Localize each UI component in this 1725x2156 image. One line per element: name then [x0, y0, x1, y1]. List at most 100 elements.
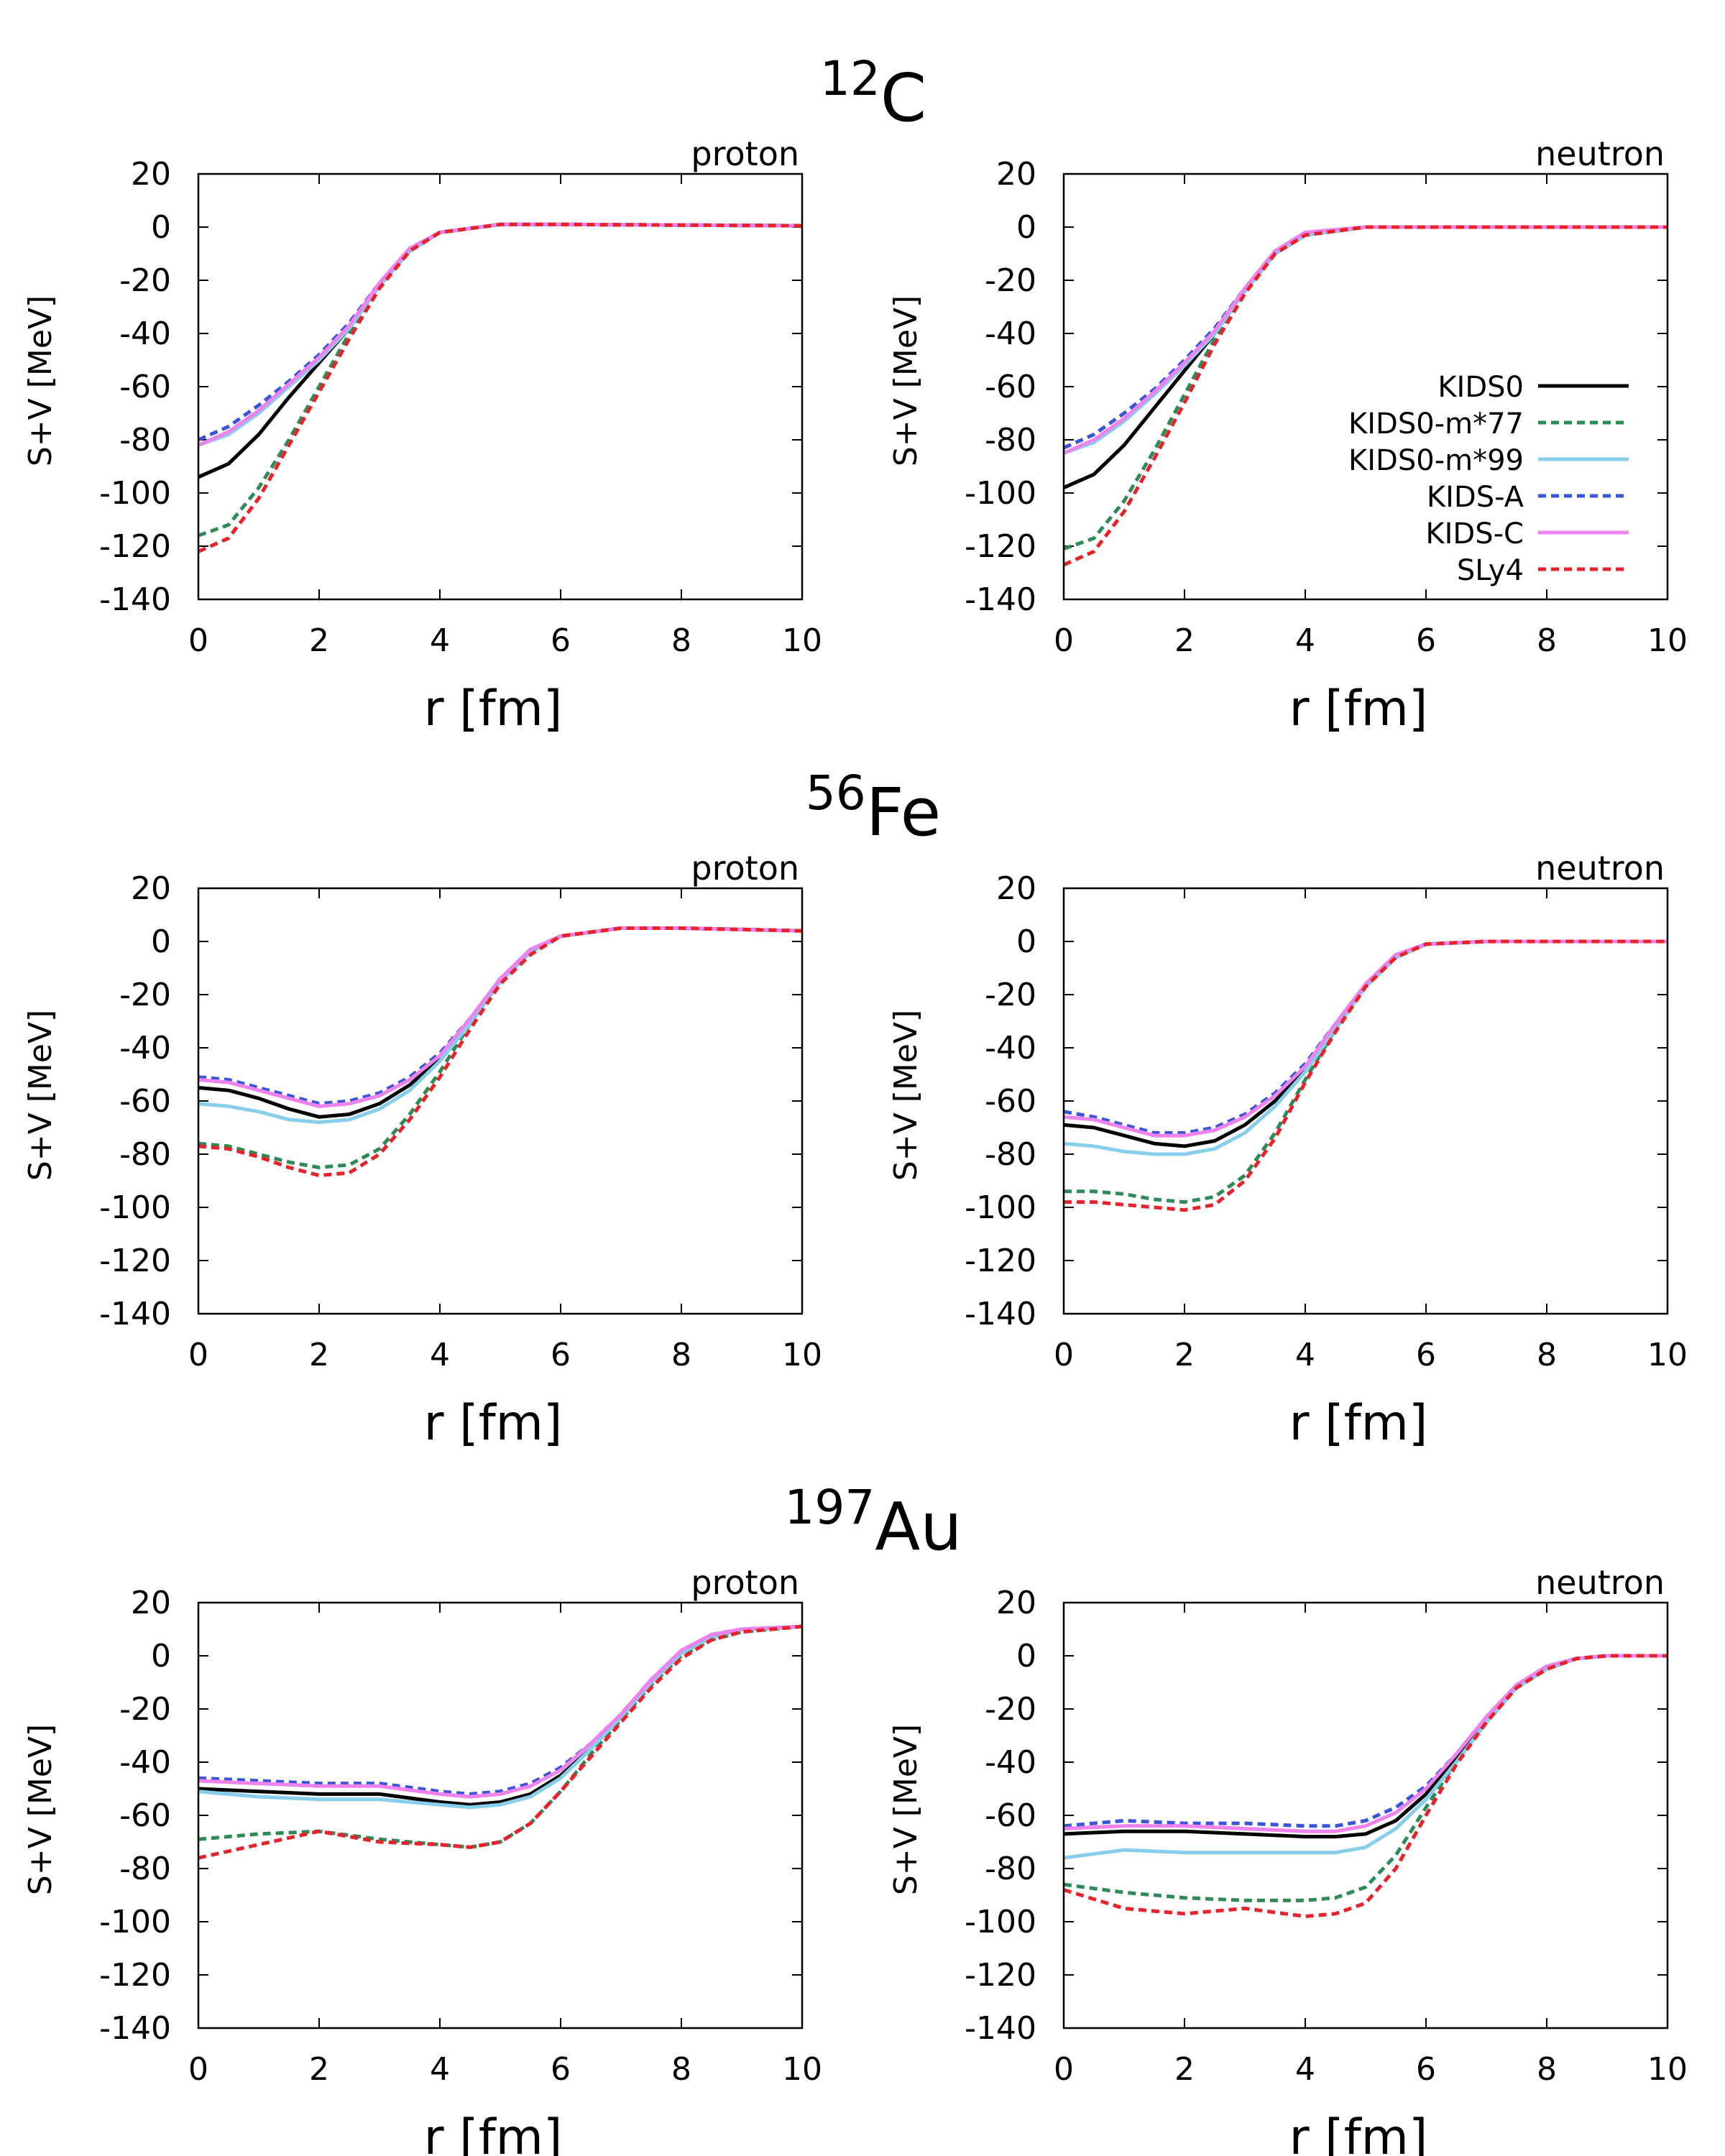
y-tick-label: -120: [965, 1243, 1036, 1279]
series-line-sly4: [1064, 939, 1668, 1212]
x-tick-label: 6: [1416, 2051, 1436, 2088]
series-line-kids-c: [198, 1624, 803, 1799]
y-tick-label: -100: [99, 1189, 171, 1226]
panel-56fe-proton: 20 0 -20 -40 -60 -80 -100 -120 -140 0 2 4 6 8 10 proton…: [22, 849, 822, 1452]
series-line-kids-c: [1063, 939, 1668, 1138]
x-axis-label: r [fm]: [1289, 1395, 1428, 1452]
y-tick-label: -20: [985, 977, 1036, 1013]
x-tick-label: 6: [551, 2051, 571, 2088]
y-tick-label: -140: [965, 2010, 1036, 2047]
legend-label: KIDS0-m*99: [1348, 444, 1524, 477]
panel-title: proton: [691, 849, 799, 888]
x-tick-label: 0: [188, 2051, 208, 2088]
y-tick-label: -140: [99, 1296, 171, 1332]
y-tick-label: -40: [119, 1030, 171, 1067]
series-line-kids-c: [1063, 1654, 1668, 1833]
x-tick-label: 4: [430, 622, 450, 659]
panel-197au-proton: 20 0 -20 -40 -60 -80 -100 -120 -140 0 2 4 6 8 10 proton…: [22, 1563, 822, 2156]
y-tick-label: -140: [965, 581, 1036, 618]
series-line-kids-a: [197, 222, 803, 442]
y-tick-label: -20: [119, 262, 171, 299]
plot-frame: [197, 887, 804, 1315]
y-tick-label: 20: [131, 1585, 171, 1621]
x-tick-label: 6: [1416, 622, 1436, 659]
y-tick-label: 0: [1016, 209, 1036, 246]
y-tick-label: 0: [151, 1638, 171, 1674]
series-line-kids0-m-99: [198, 926, 803, 1125]
panel-12c-proton: 20 0 -20 -40 -60 -80 -100 -120 -140 0 2 4 6 8 10 proton…: [22, 134, 822, 737]
series-line-kids0-m-99: [198, 1624, 803, 1810]
series-line-kids0: [1063, 1654, 1668, 1839]
series-line-kids-c: [198, 926, 803, 1108]
x-axis-label: r [fm]: [1289, 681, 1428, 737]
series-line-kids0: [1063, 939, 1668, 1148]
y-tick-label: -100: [965, 475, 1036, 512]
nucleus-mass: 12: [820, 51, 880, 106]
x-tick-label: 4: [1295, 1337, 1315, 1373]
x-tick-label: 6: [1416, 1337, 1436, 1373]
x-tick-label: 10: [782, 2051, 822, 2088]
y-tick-label: 0: [151, 209, 171, 246]
y-tick-label: -80: [119, 1136, 171, 1173]
y-tick-label: -20: [119, 977, 171, 1013]
x-tick-label: 2: [309, 2051, 329, 2088]
y-tick-label: -120: [99, 528, 171, 565]
y-tick-label: -40: [985, 1030, 1036, 1067]
x-tick-label: 10: [1647, 622, 1688, 659]
x-tick-label: 2: [1174, 2051, 1195, 2088]
legend-label: SLy4: [1457, 554, 1524, 587]
series-line-kids0-m-77: [198, 1624, 803, 1849]
x-tick-label: 10: [1647, 2051, 1688, 2088]
panel-title: neutron: [1535, 1563, 1665, 1602]
x-tick-label: 8: [671, 1337, 691, 1373]
y-tick-label: -60: [985, 1797, 1036, 1834]
series-line-kids-a: [198, 1624, 803, 1796]
y-tick-label: -120: [99, 1957, 171, 1994]
panel-title: neutron: [1535, 849, 1665, 888]
y-tick-label: -80: [119, 422, 171, 459]
y-tick-label: -40: [119, 315, 171, 352]
y-tick-label: -80: [985, 1851, 1036, 1887]
y-tick-label: -60: [985, 1083, 1036, 1120]
series-line-kids0-m-77: [1063, 225, 1668, 551]
series-line-kids0-m-99: [1063, 939, 1668, 1156]
x-tick-label: 8: [671, 2051, 691, 2088]
series-line-kids0: [198, 1624, 803, 1807]
x-axis-label: r [fm]: [424, 2109, 563, 2156]
plot-frame: [197, 1601, 804, 2030]
y-tick-label: -100: [99, 1904, 171, 1940]
y-axis-label: S+V [MeV]: [22, 1010, 59, 1181]
x-tick-label: 8: [1537, 1337, 1557, 1373]
x-tick-label: 10: [1647, 1337, 1688, 1373]
x-tick-label: 4: [1295, 622, 1315, 659]
plot-frame: [1062, 172, 1669, 601]
legend-label: KIDS0-m*77: [1348, 407, 1524, 441]
nucleus-title-au197: 197Au: [784, 1480, 962, 1565]
x-tick-label: 0: [188, 622, 208, 659]
series-line-kids-a: [1063, 1654, 1668, 1828]
y-tick-label: -20: [985, 262, 1036, 299]
x-tick-label: 8: [1537, 622, 1557, 659]
y-tick-label: -140: [99, 581, 171, 618]
y-tick-label: 20: [996, 156, 1036, 193]
nucleus-mass: 56: [806, 765, 866, 821]
x-tick-label: 6: [551, 1337, 571, 1373]
y-axis-label: S+V [MeV]: [22, 1724, 59, 1895]
series-line-kids0-m-77: [198, 926, 803, 1169]
y-tick-label: -140: [965, 1296, 1036, 1332]
x-tick-label: 2: [1174, 622, 1195, 659]
nucleus-title-fe56: 56Fe: [806, 765, 941, 851]
series-line-kids0: [198, 926, 803, 1119]
x-tick-label: 0: [188, 1337, 208, 1373]
x-tick-label: 0: [1054, 1337, 1074, 1373]
series-line-kids-a: [198, 926, 803, 1106]
nucleus-mass: 197: [784, 1480, 875, 1535]
nucleus-symbol: C: [880, 60, 926, 137]
x-tick-label: 0: [1054, 622, 1074, 659]
x-tick-label: 2: [309, 622, 329, 659]
y-axis-label: S+V [MeV]: [888, 1724, 924, 1895]
panel-56fe-neutron: 20 0 -20 -40 -60 -80 -100 -120 -140 0 2 4 6 8 10 neutro…: [888, 849, 1688, 1452]
y-tick-label: -80: [985, 422, 1036, 459]
y-tick-label: -60: [119, 1797, 171, 1834]
